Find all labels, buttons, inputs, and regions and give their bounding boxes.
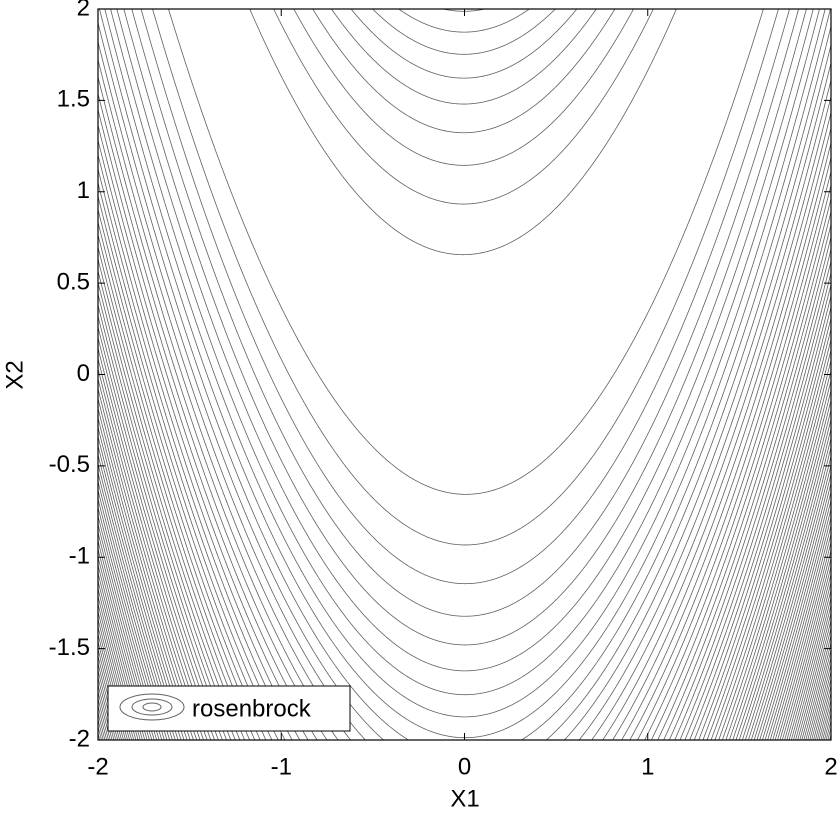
contour-line: [98, 140, 831, 740]
contour-line: [104, 9, 826, 718]
contour-line: [98, 77, 831, 740]
x-tick-label: 0: [458, 753, 471, 780]
contour-line: [98, 168, 831, 740]
contour-line: [98, 125, 831, 740]
x-tick-label: 1: [641, 753, 654, 780]
x-tick-label: 2: [824, 753, 837, 780]
contour-line: [312, 9, 616, 134]
contour-line: [98, 259, 831, 740]
y-tick-label: -1.5: [49, 634, 90, 661]
x-tick-label: -1: [271, 753, 292, 780]
contour-line: [293, 9, 635, 166]
y-tick-label: 1.5: [57, 86, 90, 113]
contour-line: [98, 270, 831, 740]
legend-box: [107, 685, 351, 732]
legend: rosenbrock: [107, 685, 351, 732]
contour-line: [140, 9, 790, 585]
y-tick-label: 0: [77, 360, 90, 387]
contour-line: [116, 9, 814, 672]
contour-line: [98, 41, 831, 740]
contour-line: [98, 326, 831, 740]
legend-icon: [119, 693, 185, 721]
legend-label: rosenbrock: [192, 695, 312, 722]
contour-line: [98, 247, 831, 740]
y-tick-label: -2: [69, 725, 90, 752]
contour-line: [98, 182, 831, 740]
contour-line: [168, 9, 764, 495]
y-axis-label: X2: [1, 360, 28, 389]
legend-icon: [142, 702, 162, 712]
contour-line: [372, 9, 556, 55]
axes: -2 -1 0 1 2 -2 -1.5 -1 -0.5 0 0.5 1 1.5 2: [49, 0, 838, 780]
contour-line: [331, 9, 597, 105]
contour-line: [98, 209, 831, 740]
y-tick-label: -1: [69, 543, 90, 570]
plot-area: [98, 9, 831, 740]
contour-line: [98, 22, 831, 740]
y-tick-label: 1: [77, 177, 90, 204]
contour-line: [110, 9, 820, 696]
contour-group: [98, 9, 831, 740]
contour-line: [98, 234, 831, 740]
contour-line: [123, 9, 807, 646]
contour-line: [98, 154, 831, 740]
x-tick-label: -2: [87, 753, 108, 780]
y-tick-label: 0.5: [57, 268, 90, 295]
y-tick-label: -0.5: [49, 451, 90, 478]
contour-line: [131, 9, 800, 617]
contour-line: [98, 93, 831, 740]
y-tick-label: 2: [77, 0, 90, 21]
legend-icon: [131, 698, 173, 716]
contour-line: [98, 59, 831, 740]
x-axis-label: X1: [450, 785, 479, 812]
contour-line: [152, 9, 779, 546]
contour-line: [98, 196, 831, 740]
contour-line: [350, 9, 578, 79]
contour-line: [98, 109, 831, 740]
contour-line: [398, 9, 530, 33]
contour-line: [273, 9, 654, 205]
contour-line: [249, 9, 677, 256]
plot-frame: [97, 8, 832, 741]
contour-line: [98, 222, 831, 740]
